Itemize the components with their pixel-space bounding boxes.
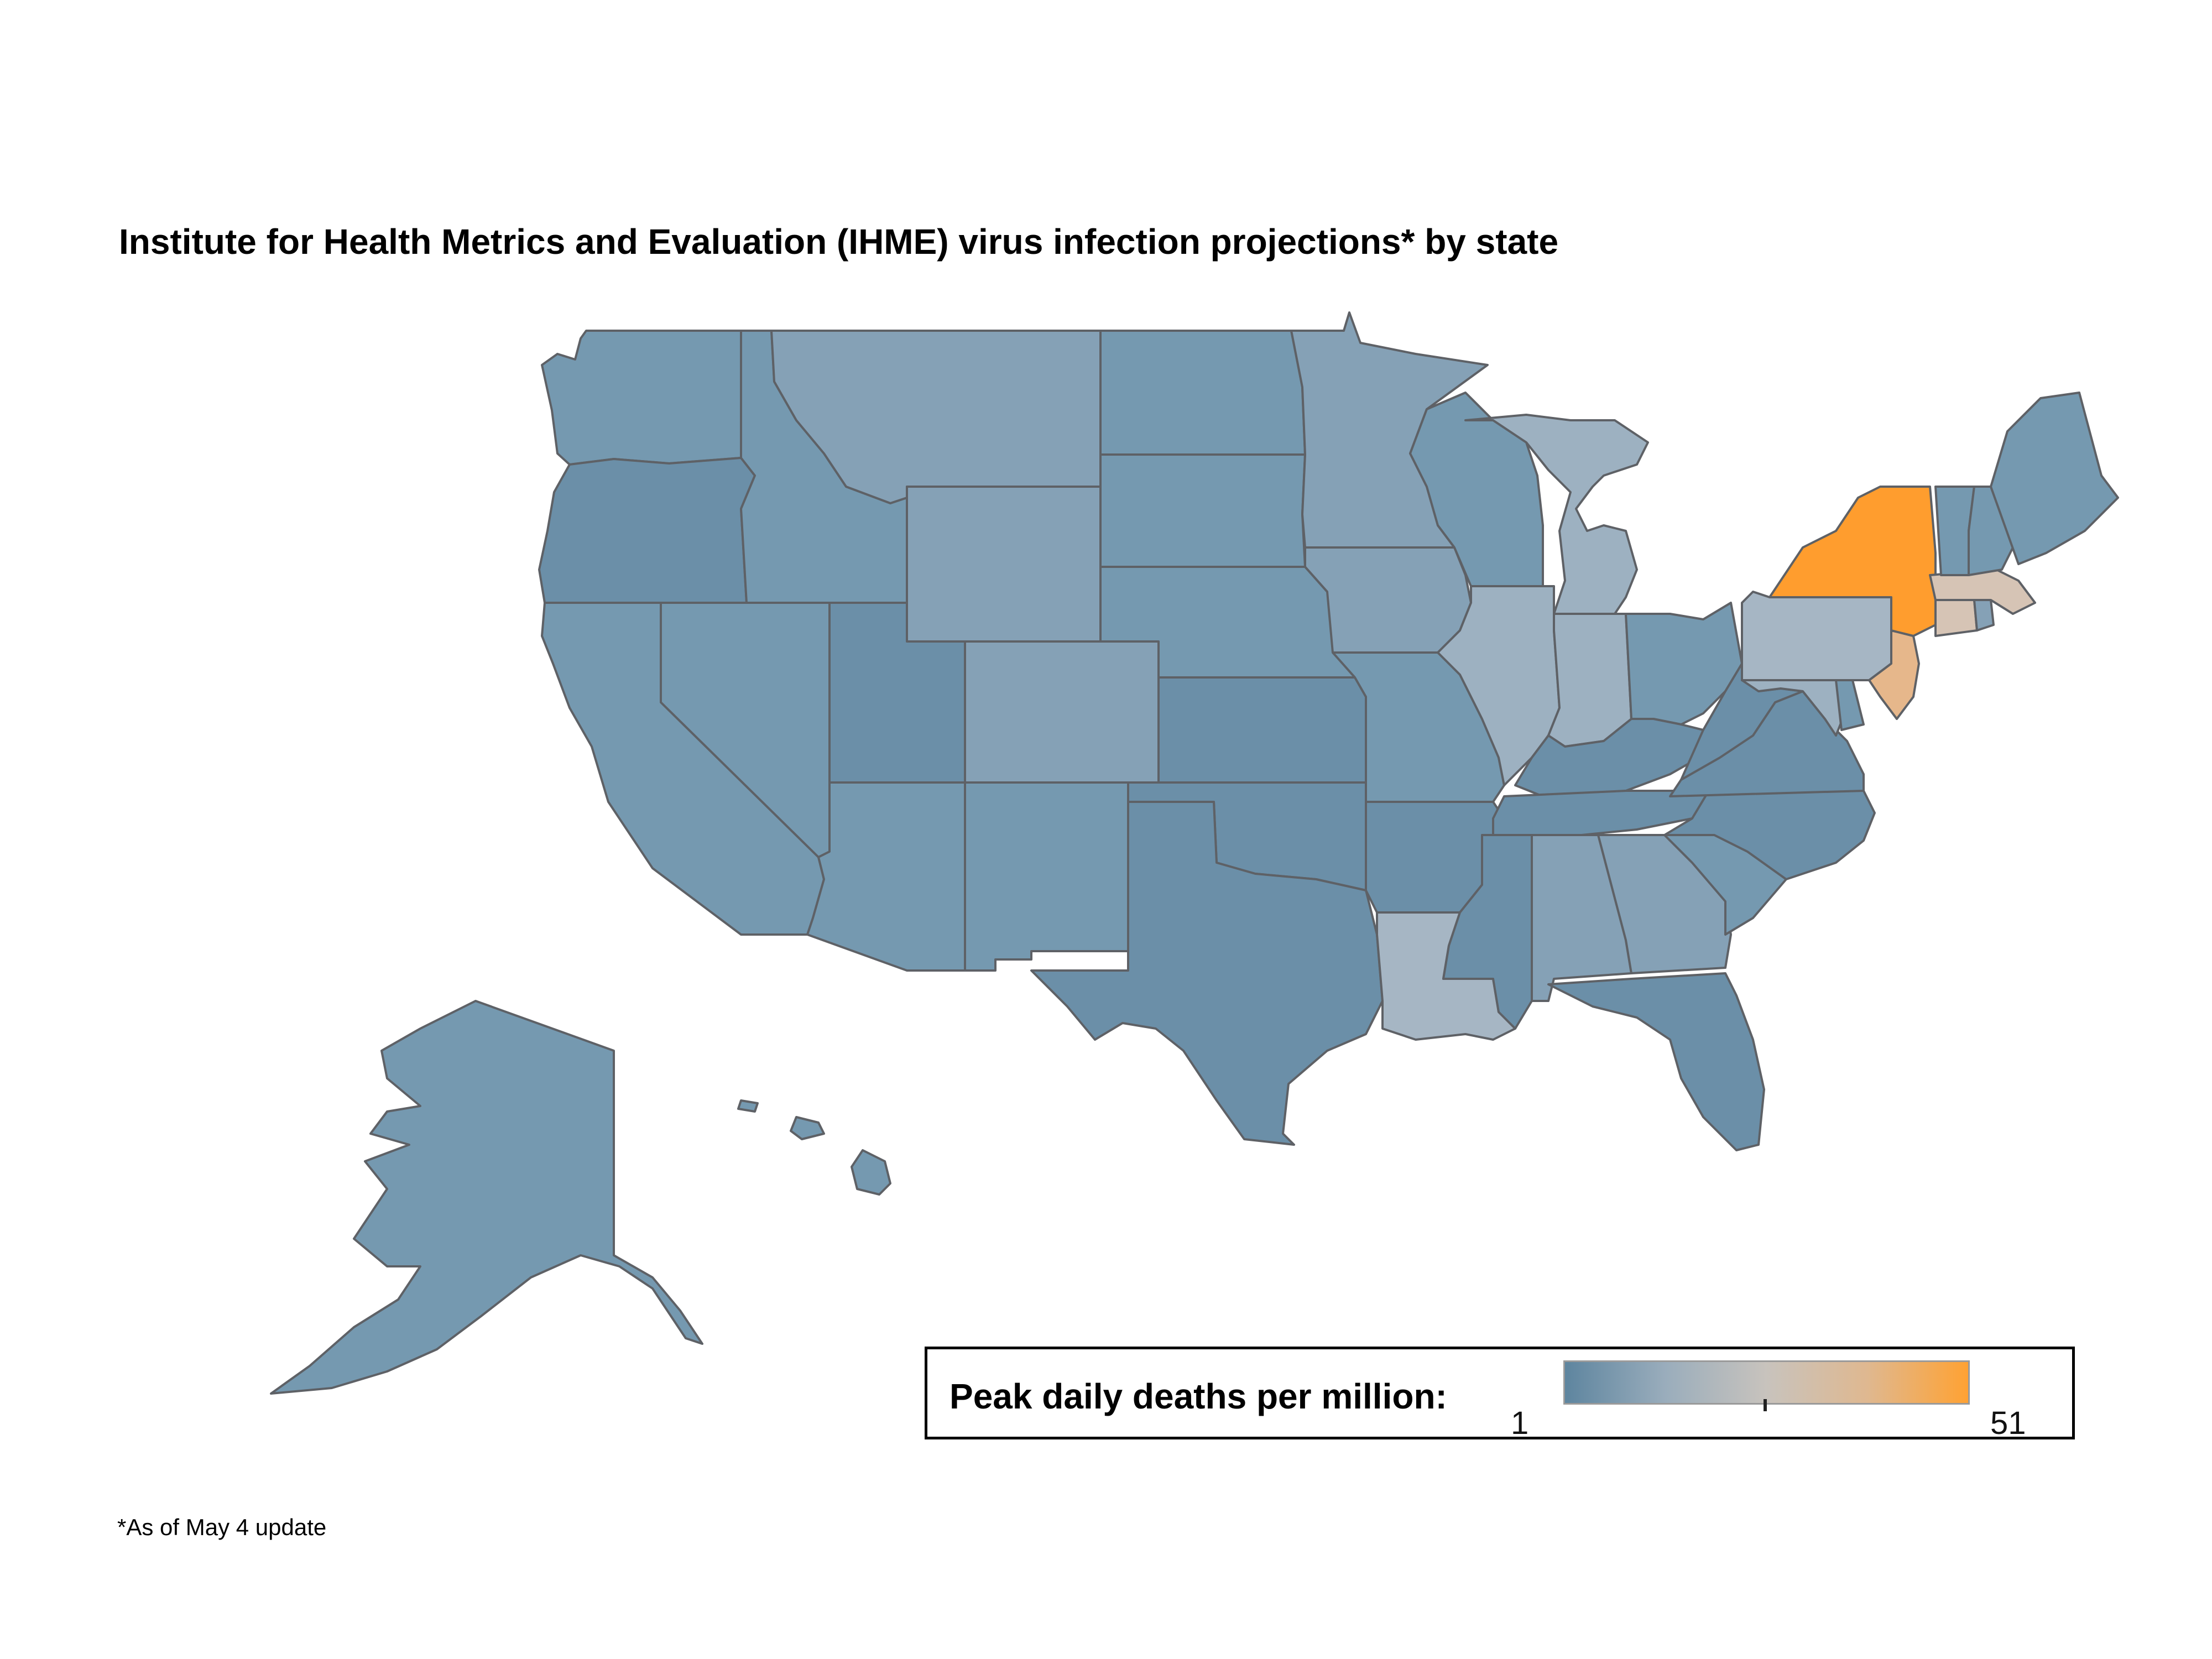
legend: Peak daily deaths per million: 1 51 [925,1347,2075,1441]
legend-min-value: 1 [1511,1405,1529,1441]
state-co [964,640,1160,784]
state-ri [1973,599,1995,632]
state-wa [541,330,742,466]
state-in [1547,613,1632,748]
state-az [806,781,966,972]
legend-max-value: 51 [1990,1405,2026,1441]
footnote: *As of May 4 update [117,1514,327,1540]
state-ct [1934,599,1978,637]
state-me [1990,392,2119,565]
state-fl [1547,972,1765,1151]
state-tn [1492,790,1710,836]
state-ny [1768,486,1937,637]
state-wy [906,486,1102,643]
legend-label: Peak daily deaths per million: [950,1376,1447,1416]
state-nc [1663,790,1876,880]
state-pa [1741,591,1903,681]
state-tx [1030,801,1384,1146]
state-nd [1099,330,1306,456]
state-or [538,457,756,604]
state-ks [1157,676,1367,784]
state-mi [1464,414,1649,615]
state-ma [1929,568,2036,615]
state-ak [270,1000,703,1395]
state-de [1835,679,1865,731]
state-nm [964,781,1129,972]
legend-color-bar [1563,1360,1970,1405]
state-nj [1868,629,1920,720]
state-hi [737,1099,891,1196]
state-sd [1099,453,1306,568]
page-title: Institute for Health Metrics and Evaluat… [119,222,1559,262]
legend-midpoint-tick [1764,1399,1767,1411]
